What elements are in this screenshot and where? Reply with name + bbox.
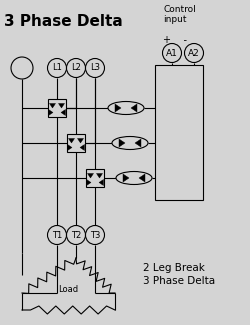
Polygon shape	[123, 174, 129, 182]
Text: T2: T2	[71, 230, 81, 240]
Circle shape	[48, 226, 66, 244]
Text: Control
input: Control input	[163, 5, 196, 24]
Ellipse shape	[108, 101, 144, 114]
Polygon shape	[115, 104, 121, 112]
Text: 2 Leg Break: 2 Leg Break	[143, 263, 205, 273]
Text: 3 Phase Delta: 3 Phase Delta	[143, 276, 215, 286]
Circle shape	[48, 58, 66, 77]
Circle shape	[86, 58, 104, 77]
Polygon shape	[50, 103, 56, 108]
Bar	[86, 169, 104, 187]
Text: A2: A2	[188, 48, 200, 58]
Polygon shape	[96, 174, 102, 178]
Circle shape	[66, 58, 86, 77]
Bar	[155, 65, 203, 200]
Polygon shape	[58, 103, 64, 108]
Circle shape	[184, 44, 204, 62]
Text: 3 Phase Delta: 3 Phase Delta	[4, 14, 123, 29]
Polygon shape	[78, 138, 84, 143]
Polygon shape	[86, 179, 91, 186]
Text: T3: T3	[90, 230, 100, 240]
Bar	[67, 134, 85, 152]
Circle shape	[66, 226, 86, 244]
Polygon shape	[48, 110, 53, 115]
Polygon shape	[80, 145, 84, 150]
Polygon shape	[139, 174, 145, 182]
Text: L1: L1	[52, 63, 62, 72]
Text: L2: L2	[71, 63, 81, 72]
Polygon shape	[131, 104, 137, 112]
Circle shape	[86, 226, 104, 244]
Text: T1: T1	[52, 230, 62, 240]
Circle shape	[162, 44, 182, 62]
Polygon shape	[88, 174, 94, 178]
Polygon shape	[135, 139, 141, 147]
Text: L3: L3	[90, 63, 100, 72]
Text: Load: Load	[58, 285, 78, 294]
Polygon shape	[119, 139, 125, 147]
Bar	[48, 99, 66, 117]
Polygon shape	[68, 145, 72, 150]
Ellipse shape	[116, 172, 152, 185]
Polygon shape	[61, 110, 66, 115]
Text: Zero
Volts
Detect: Zero Volts Detect	[158, 103, 188, 134]
Text: A1: A1	[166, 48, 178, 58]
Text: +    -: + -	[163, 35, 187, 45]
Polygon shape	[99, 179, 103, 186]
Circle shape	[11, 57, 33, 79]
Ellipse shape	[112, 136, 148, 150]
Polygon shape	[68, 138, 74, 143]
